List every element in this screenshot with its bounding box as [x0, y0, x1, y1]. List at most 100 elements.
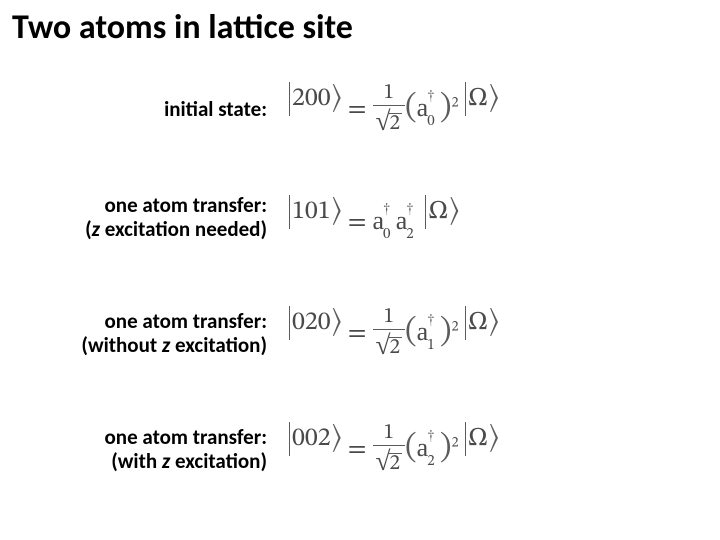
- row-equation: 002⟩=1√2(a†2)2 Ω⟩: [285, 421, 690, 478]
- ket-content: 101: [292, 196, 331, 229]
- squared-exponent: 2: [452, 436, 459, 450]
- ket: Ω⟩: [465, 305, 499, 342]
- ket-rangle: ⟩: [332, 305, 342, 342]
- ket-bar: [425, 195, 426, 229]
- ket-content: Ω: [428, 196, 448, 229]
- ket-content: 002: [292, 423, 331, 456]
- fraction-denominator: √2: [373, 329, 406, 361]
- ket-rangle: ⟩: [332, 194, 342, 231]
- label-line: one atom transfer:: [12, 309, 267, 333]
- ket-rangle: ⟩: [449, 194, 459, 231]
- dagger-superscript: †: [406, 201, 413, 219]
- operator-subscript: 0: [427, 112, 434, 131]
- ket-bar: [465, 82, 466, 116]
- dagger-superscript: †: [427, 428, 434, 446]
- paren-left: (: [405, 431, 417, 464]
- operator-subscript: 0: [383, 225, 390, 244]
- sqrt: √2: [376, 108, 403, 135]
- row-label: initial state:: [12, 97, 285, 121]
- row-label: one atom transfer:(with z excitation): [12, 425, 285, 473]
- ket: Ω⟩: [465, 421, 499, 458]
- ket-rangle: ⟩: [332, 421, 342, 458]
- ket-bar: [465, 422, 466, 456]
- fraction: 1 √2: [373, 423, 406, 478]
- operator-subscript: 2: [427, 452, 434, 471]
- dagger-superscript: †: [427, 88, 434, 106]
- label-line: (without z excitation): [12, 333, 267, 357]
- content-row: initial state:200⟩=1√2(a†0)2 Ω⟩: [12, 64, 690, 154]
- row-equation: 020⟩=1√2(a†1)2 Ω⟩: [285, 305, 690, 362]
- paren-right: ): [440, 315, 452, 348]
- fraction: 1 √2: [373, 307, 406, 362]
- italic-z: z: [162, 332, 170, 358]
- fraction-numerator: 1: [373, 83, 406, 105]
- label-line: one atom transfer:: [12, 193, 267, 217]
- label-line: one atom transfer:: [12, 425, 267, 449]
- ket: 020⟩: [289, 305, 342, 342]
- content-row: one atom transfer:(without z excitation)…: [12, 288, 690, 378]
- paren-right: ): [440, 91, 452, 124]
- sqrt-arg: 2: [388, 453, 402, 475]
- dagger-superscript: †: [383, 201, 390, 219]
- equation: 020⟩=1√2(a†1)2 Ω⟩: [289, 321, 499, 347]
- content-row: one atom transfer:(z excitation needed)1…: [12, 172, 690, 262]
- paren-right: ): [440, 431, 452, 464]
- ket-bar: [289, 82, 290, 116]
- creation-operator: a†2: [417, 433, 429, 467]
- ket-content: Ω: [468, 83, 488, 116]
- fraction: 1 √2: [373, 83, 406, 138]
- ket-content: Ω: [468, 307, 488, 340]
- ket-rangle: ⟩: [332, 81, 342, 118]
- equals-sign: =: [348, 321, 367, 347]
- ket: 101⟩: [289, 194, 342, 231]
- equals-sign: =: [348, 97, 367, 123]
- row-label: one atom transfer:(z excitation needed): [12, 193, 285, 241]
- creation-operator: a†1: [417, 317, 429, 351]
- paren-left: (: [405, 315, 417, 348]
- sqrt-arg: 2: [388, 337, 402, 359]
- ket-rangle: ⟩: [489, 421, 499, 458]
- ket-bar: [289, 195, 290, 229]
- ket-content: 020: [292, 307, 331, 340]
- ket-bar: [289, 422, 290, 456]
- row-equation: 200⟩=1√2(a†0)2 Ω⟩: [285, 81, 690, 138]
- fraction-denominator: √2: [373, 105, 406, 137]
- content-row: one atom transfer:(with z excitation)002…: [12, 404, 690, 494]
- paren-left: (: [405, 91, 417, 124]
- italic-z: z: [162, 448, 170, 474]
- ket-content: 200: [292, 83, 331, 116]
- row-equation: 101⟩=a†0a†2 Ω⟩: [285, 194, 690, 240]
- equation: 002⟩=1√2(a†2)2 Ω⟩: [289, 437, 499, 463]
- sqrt-arg: 2: [388, 113, 402, 135]
- fraction-denominator: √2: [373, 445, 406, 477]
- sqrt: √2: [376, 332, 403, 359]
- squared-exponent: 2: [452, 320, 459, 334]
- label-line: (with z excitation): [12, 449, 267, 473]
- label-line: (z excitation needed): [12, 217, 267, 241]
- creation-operator: a†2: [396, 206, 408, 240]
- operator-subscript: 2: [406, 225, 413, 244]
- ket-rangle: ⟩: [489, 305, 499, 342]
- fraction-numerator: 1: [373, 423, 406, 445]
- row-label: one atom transfer:(without z excitation): [12, 309, 285, 357]
- equation: 101⟩=a†0a†2 Ω⟩: [289, 210, 459, 236]
- ket: 002⟩: [289, 421, 342, 458]
- fraction-numerator: 1: [373, 307, 406, 329]
- ket: 200⟩: [289, 81, 342, 118]
- equals-sign: =: [348, 210, 367, 236]
- creation-operator: a†0: [417, 93, 429, 127]
- ket-content: Ω: [468, 423, 488, 456]
- squared-exponent: 2: [452, 96, 459, 110]
- equals-sign: =: [348, 437, 367, 463]
- ket: Ω⟩: [465, 81, 499, 118]
- slide-title: Two atoms in lattice site: [12, 10, 708, 46]
- label-line: initial state:: [12, 97, 267, 121]
- equation: 200⟩=1√2(a†0)2 Ω⟩: [289, 97, 499, 123]
- dagger-superscript: †: [427, 312, 434, 330]
- ket-bar: [465, 306, 466, 340]
- italic-z: z: [92, 216, 100, 242]
- sqrt: √2: [376, 448, 403, 475]
- ket-rangle: ⟩: [489, 81, 499, 118]
- ket: Ω⟩: [425, 194, 459, 231]
- operator-subscript: 1: [427, 336, 434, 355]
